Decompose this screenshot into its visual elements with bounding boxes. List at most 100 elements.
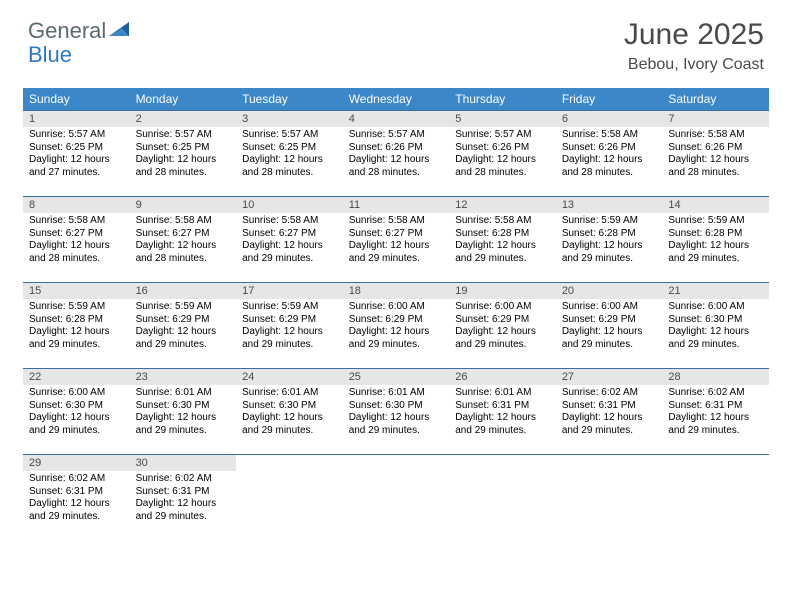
day-number: 3 xyxy=(236,111,343,127)
week-row: 1Sunrise: 5:57 AMSunset: 6:25 PMDaylight… xyxy=(23,111,769,197)
sunset-line: Sunset: 6:31 PM xyxy=(668,400,763,413)
day-cell: 13Sunrise: 5:59 AMSunset: 6:28 PMDayligh… xyxy=(556,197,663,283)
daylight-line: Daylight: 12 hours and 28 minutes. xyxy=(29,240,124,265)
day-body: Sunrise: 6:02 AMSunset: 6:31 PMDaylight:… xyxy=(23,471,130,527)
day-cell xyxy=(556,455,663,541)
day-cell: 11Sunrise: 5:58 AMSunset: 6:27 PMDayligh… xyxy=(343,197,450,283)
day-cell: 23Sunrise: 6:01 AMSunset: 6:30 PMDayligh… xyxy=(130,369,237,455)
day-body: Sunrise: 6:01 AMSunset: 6:30 PMDaylight:… xyxy=(236,385,343,441)
day-number: 5 xyxy=(449,111,556,127)
brand-word1: General xyxy=(28,18,106,44)
day-number: 2 xyxy=(130,111,237,127)
day-number: 25 xyxy=(343,369,450,385)
sunset-line: Sunset: 6:25 PM xyxy=(136,142,231,155)
sunset-line: Sunset: 6:26 PM xyxy=(349,142,444,155)
day-body: Sunrise: 5:57 AMSunset: 6:25 PMDaylight:… xyxy=(130,127,237,183)
col-monday: Monday xyxy=(130,88,237,111)
col-friday: Friday xyxy=(556,88,663,111)
day-number: 6 xyxy=(556,111,663,127)
day-cell xyxy=(343,455,450,541)
day-cell: 26Sunrise: 6:01 AMSunset: 6:31 PMDayligh… xyxy=(449,369,556,455)
calendar-table: Sunday Monday Tuesday Wednesday Thursday… xyxy=(23,88,769,541)
day-number: 11 xyxy=(343,197,450,213)
daylight-line: Daylight: 12 hours and 28 minutes. xyxy=(136,240,231,265)
sunset-line: Sunset: 6:29 PM xyxy=(349,314,444,327)
sunrise-line: Sunrise: 6:02 AM xyxy=(562,387,657,400)
day-number: 30 xyxy=(130,455,237,471)
day-cell: 4Sunrise: 5:57 AMSunset: 6:26 PMDaylight… xyxy=(343,111,450,197)
daylight-line: Daylight: 12 hours and 29 minutes. xyxy=(136,498,231,523)
sunset-line: Sunset: 6:27 PM xyxy=(29,228,124,241)
day-number: 8 xyxy=(23,197,130,213)
day-number: 13 xyxy=(556,197,663,213)
day-body: Sunrise: 6:01 AMSunset: 6:30 PMDaylight:… xyxy=(343,385,450,441)
daylight-line: Daylight: 12 hours and 28 minutes. xyxy=(455,154,550,179)
col-saturday: Saturday xyxy=(662,88,769,111)
sunset-line: Sunset: 6:30 PM xyxy=(136,400,231,413)
day-body: Sunrise: 5:59 AMSunset: 6:28 PMDaylight:… xyxy=(556,213,663,269)
daylight-line: Daylight: 12 hours and 29 minutes. xyxy=(136,326,231,351)
daylight-line: Daylight: 12 hours and 29 minutes. xyxy=(668,412,763,437)
sunset-line: Sunset: 6:28 PM xyxy=(562,228,657,241)
sunrise-line: Sunrise: 5:58 AM xyxy=(29,215,124,228)
day-number: 4 xyxy=(343,111,450,127)
day-number: 7 xyxy=(662,111,769,127)
day-body: Sunrise: 5:59 AMSunset: 6:29 PMDaylight:… xyxy=(236,299,343,355)
day-number: 15 xyxy=(23,283,130,299)
day-body: Sunrise: 6:00 AMSunset: 6:30 PMDaylight:… xyxy=(662,299,769,355)
daylight-line: Daylight: 12 hours and 28 minutes. xyxy=(562,154,657,179)
day-cell: 8Sunrise: 5:58 AMSunset: 6:27 PMDaylight… xyxy=(23,197,130,283)
day-number: 20 xyxy=(556,283,663,299)
sunrise-line: Sunrise: 5:59 AM xyxy=(668,215,763,228)
day-body: Sunrise: 6:00 AMSunset: 6:29 PMDaylight:… xyxy=(556,299,663,355)
daylight-line: Daylight: 12 hours and 29 minutes. xyxy=(242,326,337,351)
sunrise-line: Sunrise: 6:02 AM xyxy=(668,387,763,400)
daylight-line: Daylight: 12 hours and 28 minutes. xyxy=(242,154,337,179)
daylight-line: Daylight: 12 hours and 28 minutes. xyxy=(136,154,231,179)
day-number: 29 xyxy=(23,455,130,471)
sunrise-line: Sunrise: 6:00 AM xyxy=(349,301,444,314)
sunrise-line: Sunrise: 5:57 AM xyxy=(242,129,337,142)
col-wednesday: Wednesday xyxy=(343,88,450,111)
day-cell: 25Sunrise: 6:01 AMSunset: 6:30 PMDayligh… xyxy=(343,369,450,455)
day-number: 18 xyxy=(343,283,450,299)
sunrise-line: Sunrise: 5:57 AM xyxy=(29,129,124,142)
sunrise-line: Sunrise: 5:59 AM xyxy=(136,301,231,314)
location: Bebou, Ivory Coast xyxy=(624,56,764,74)
day-body: Sunrise: 6:02 AMSunset: 6:31 PMDaylight:… xyxy=(556,385,663,441)
col-tuesday: Tuesday xyxy=(236,88,343,111)
day-cell: 3Sunrise: 5:57 AMSunset: 6:25 PMDaylight… xyxy=(236,111,343,197)
day-body: Sunrise: 5:59 AMSunset: 6:29 PMDaylight:… xyxy=(130,299,237,355)
sunrise-line: Sunrise: 6:01 AM xyxy=(349,387,444,400)
daylight-line: Daylight: 12 hours and 29 minutes. xyxy=(562,412,657,437)
daylight-line: Daylight: 12 hours and 27 minutes. xyxy=(29,154,124,179)
sunset-line: Sunset: 6:31 PM xyxy=(29,486,124,499)
brand-triangle-icon xyxy=(109,20,131,38)
daylight-line: Daylight: 12 hours and 29 minutes. xyxy=(562,240,657,265)
sunrise-line: Sunrise: 5:57 AM xyxy=(349,129,444,142)
day-cell xyxy=(236,455,343,541)
day-number: 27 xyxy=(556,369,663,385)
week-row: 8Sunrise: 5:58 AMSunset: 6:27 PMDaylight… xyxy=(23,197,769,283)
day-number: 12 xyxy=(449,197,556,213)
day-cell: 17Sunrise: 5:59 AMSunset: 6:29 PMDayligh… xyxy=(236,283,343,369)
header: General June 2025 Bebou, Ivory Coast xyxy=(0,0,792,82)
day-cell: 21Sunrise: 6:00 AMSunset: 6:30 PMDayligh… xyxy=(662,283,769,369)
daylight-line: Daylight: 12 hours and 29 minutes. xyxy=(136,412,231,437)
day-number: 28 xyxy=(662,369,769,385)
day-cell: 7Sunrise: 5:58 AMSunset: 6:26 PMDaylight… xyxy=(662,111,769,197)
day-cell: 29Sunrise: 6:02 AMSunset: 6:31 PMDayligh… xyxy=(23,455,130,541)
day-cell: 15Sunrise: 5:59 AMSunset: 6:28 PMDayligh… xyxy=(23,283,130,369)
sunrise-line: Sunrise: 5:59 AM xyxy=(242,301,337,314)
sunset-line: Sunset: 6:26 PM xyxy=(455,142,550,155)
day-body: Sunrise: 6:01 AMSunset: 6:30 PMDaylight:… xyxy=(130,385,237,441)
day-body: Sunrise: 5:58 AMSunset: 6:27 PMDaylight:… xyxy=(23,213,130,269)
sunset-line: Sunset: 6:28 PM xyxy=(29,314,124,327)
day-body: Sunrise: 5:59 AMSunset: 6:28 PMDaylight:… xyxy=(662,213,769,269)
day-cell: 6Sunrise: 5:58 AMSunset: 6:26 PMDaylight… xyxy=(556,111,663,197)
sunrise-line: Sunrise: 5:58 AM xyxy=(455,215,550,228)
daylight-line: Daylight: 12 hours and 29 minutes. xyxy=(242,412,337,437)
daylight-line: Daylight: 12 hours and 29 minutes. xyxy=(349,412,444,437)
day-body: Sunrise: 5:57 AMSunset: 6:26 PMDaylight:… xyxy=(449,127,556,183)
day-body: Sunrise: 5:58 AMSunset: 6:27 PMDaylight:… xyxy=(236,213,343,269)
